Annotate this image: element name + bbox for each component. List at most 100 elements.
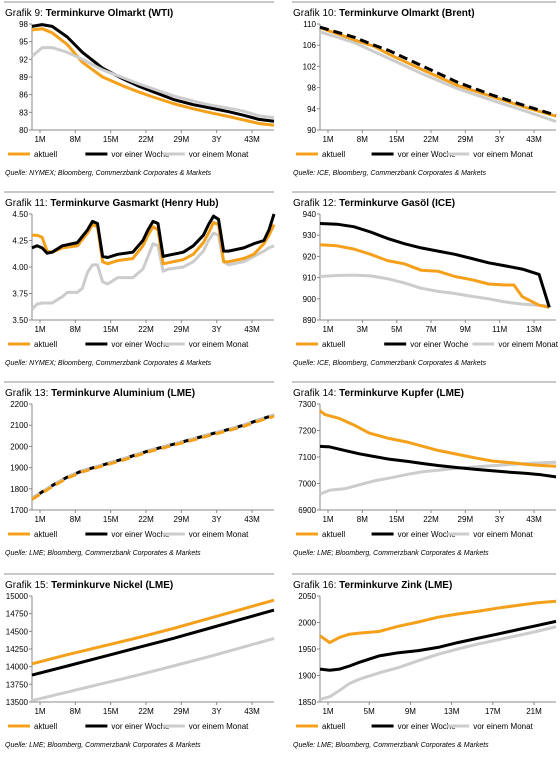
x-tick-label: 8M: [70, 707, 81, 716]
x-tick-label: 3Y: [212, 707, 222, 716]
x-tick-label: 3Y: [495, 135, 505, 144]
x-tick-label: 43M: [244, 515, 260, 524]
y-tick-label: 98: [19, 20, 28, 29]
chart-panel: Grafik 15: Terminkurve Nickel (LME) 13500…: [4, 573, 275, 749]
chart-title: Grafik 15: Terminkurve Nickel (LME): [5, 580, 173, 591]
x-tick-label: 29M: [174, 515, 190, 524]
y-tick-label: 13750: [6, 680, 29, 689]
legend-label-aktuell: aktuell: [34, 530, 57, 539]
x-tick-label: 1M: [34, 707, 45, 716]
y-tick-label: 900: [303, 295, 317, 304]
chart-title-text: Terminkurve Nickel (LME): [48, 580, 173, 591]
series-line-monat: [319, 460, 557, 496]
grafik-label: Grafik 11:: [5, 198, 48, 209]
y-tick-label: 94: [307, 105, 316, 114]
y-tick-label: 106: [303, 41, 317, 50]
legend-label-monat: vor einem Monat: [189, 340, 249, 349]
y-tick-label: 4.25: [12, 237, 28, 246]
y-tick-label: 14000: [6, 663, 29, 672]
chart-source: Quelle: LME; Bloomberg, Commerzbank Corp…: [5, 742, 201, 749]
x-tick-label: 1M: [322, 515, 333, 524]
x-tick-label: 15M: [103, 707, 119, 716]
series-line-aktuell: [31, 598, 275, 666]
legend-label-woche: vor einer Woche: [111, 340, 170, 349]
x-tick-label: 29M: [174, 135, 190, 144]
x-tick-label: 3M: [357, 325, 368, 334]
legend-label-monat: vor einem Monat: [189, 150, 249, 159]
x-tick-label: 8M: [70, 325, 81, 334]
x-tick-label: 3Y: [212, 515, 222, 524]
x-tick-label: 7M: [425, 325, 436, 334]
series-line-woche: [31, 608, 275, 677]
y-tick-label: 80: [19, 126, 28, 135]
series-line-aktuell: [31, 414, 275, 501]
x-tick-label: 22M: [138, 325, 154, 334]
legend-label-monat: vor einem Monat: [473, 722, 533, 731]
grafik-label: Grafik 15:: [5, 580, 48, 591]
y-tick-label: 2050: [298, 592, 316, 601]
legend-label-monat: vor einem Monat: [473, 530, 533, 539]
chart-title-text: Terminkurve Zink (LME): [336, 580, 452, 591]
x-tick-label: 1M: [34, 135, 45, 144]
legend-label-woche: vor einer Woche: [111, 150, 170, 159]
legend-label-aktuell: aktuell: [322, 530, 345, 539]
panel-rule: [292, 1, 556, 3]
x-tick-label: 43M: [244, 325, 260, 334]
y-tick-label: 6900: [298, 506, 316, 515]
x-tick-label: 13M: [444, 707, 460, 716]
legend-label-aktuell: aktuell: [322, 340, 345, 349]
chart-title: Grafik 12: Terminkurve Gasöl (ICE): [293, 198, 455, 209]
y-tick-label: 92: [19, 55, 28, 64]
x-tick-label: 15M: [389, 135, 405, 144]
panel-rule: [292, 191, 556, 193]
y-tick-label: 1800: [10, 485, 28, 494]
series-line-woche: [31, 23, 275, 123]
chart-title-text: Terminkurve Olmarkt (Brent): [336, 8, 474, 19]
y-tick-label: 13500: [6, 698, 29, 707]
y-tick-label: 1900: [10, 464, 28, 473]
legend-label-woche: vor einer Woche: [398, 150, 457, 159]
y-tick-label: 890: [303, 316, 317, 325]
y-tick-label: 3.75: [12, 290, 28, 299]
legend-label-woche: vor einer Woche: [410, 340, 469, 349]
y-tick-label: 940: [303, 210, 317, 219]
x-tick-label: 8M: [357, 135, 368, 144]
x-tick-label: 22M: [138, 135, 154, 144]
panel-rule: [292, 381, 556, 383]
chart-title: Grafik 10: Terminkurve Olmarkt (Brent): [293, 8, 475, 19]
legend-label-monat: vor einem Monat: [189, 722, 249, 731]
y-tick-label: 102: [303, 62, 317, 71]
chart-title: Grafik 11: Terminkurve Gasmarkt (Henry H…: [5, 198, 219, 209]
x-tick-label: 22M: [138, 707, 154, 716]
x-tick-label: 15M: [103, 325, 119, 334]
x-tick-label: 29M: [458, 515, 474, 524]
y-tick-label: 7300: [298, 400, 316, 409]
series-line-woche: [319, 444, 557, 479]
chart-title-text: Terminkurve Gasmarkt (Henry Hub): [48, 198, 219, 209]
chart-title-text: Terminkurve Olmarkt (WTI): [43, 8, 173, 19]
series-line-aktuell: [319, 409, 557, 468]
x-tick-label: 3Y: [495, 515, 505, 524]
series-line-monat: [31, 46, 275, 120]
chart-source: Quelle: ICE, Bloomberg, Commerzbank Corp…: [293, 360, 486, 367]
x-tick-label: 43M: [244, 135, 260, 144]
series-line-woche: [319, 222, 551, 308]
y-tick-label: 15000: [6, 592, 29, 601]
y-tick-label: 2200: [10, 400, 28, 409]
x-tick-label: 29M: [458, 135, 474, 144]
y-tick-label: 4.00: [12, 263, 28, 272]
series-line-monat: [319, 273, 550, 308]
x-tick-label: 3Y: [212, 325, 222, 334]
x-tick-label: 22M: [423, 135, 439, 144]
legend-label-monat: vor einem Monat: [189, 530, 249, 539]
x-tick-label: 8M: [70, 515, 81, 524]
y-tick-label: 4.50: [12, 210, 28, 219]
legend-label-woche: vor einer Woche: [111, 722, 170, 731]
grafik-label: Grafik 14:: [293, 388, 336, 399]
panel-rule: [4, 1, 274, 3]
legend-label-aktuell: aktuell: [34, 150, 57, 159]
chart-title: Grafik 14: Terminkurve Kupfer (LME): [293, 388, 464, 399]
series-line-monat: [319, 625, 557, 701]
x-tick-label: 1M: [322, 707, 333, 716]
y-tick-label: 95: [19, 38, 28, 47]
